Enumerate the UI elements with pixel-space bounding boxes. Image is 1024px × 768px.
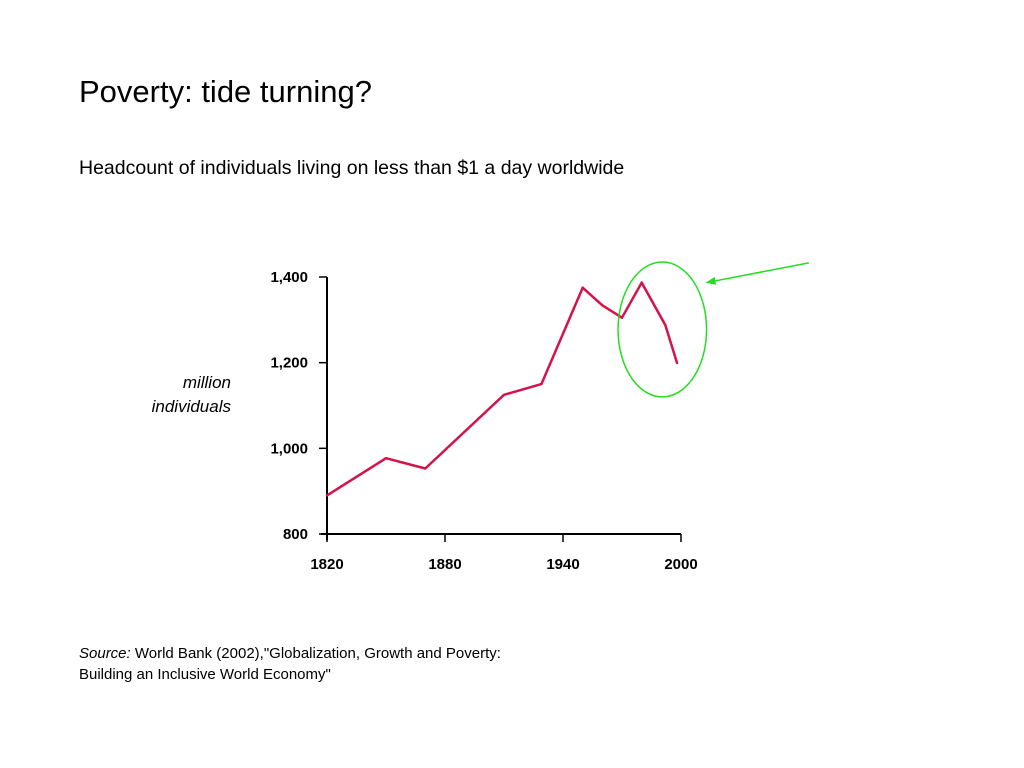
- data-point: [424, 467, 427, 470]
- slide-title: Poverty: tide turning?: [79, 74, 372, 109]
- data-point: [601, 304, 604, 307]
- source-text-line-1: World Bank (2002),"Globalization, Growth…: [130, 645, 501, 662]
- y-tick-label: 1,000: [270, 440, 308, 457]
- data-point: [502, 393, 506, 396]
- y-unit-line-2: individuals: [151, 397, 231, 416]
- x-tick-label: 1940: [546, 556, 579, 573]
- x-tick-label: 1820: [310, 556, 343, 573]
- data-point: [581, 286, 584, 289]
- y-unit-line-1: million: [182, 373, 231, 392]
- slide-subtitle: Headcount of individuals living on less …: [79, 157, 625, 179]
- data-point: [675, 361, 679, 365]
- data-point: [540, 382, 543, 386]
- series-line: [326, 281, 679, 497]
- source-text-line-2: Building an Inclusive World Economy": [79, 666, 331, 683]
- y-tick-label: 800: [283, 526, 308, 543]
- data-point: [384, 456, 388, 460]
- y-tick-label: 1,400: [270, 269, 308, 286]
- annotation-arrow: [705, 262, 809, 285]
- highlight-ellipse: [617, 261, 708, 398]
- x-tick-label: 2000: [664, 556, 697, 573]
- data-point: [664, 323, 667, 327]
- y-tick-label: 1,200: [270, 355, 308, 372]
- data-point: [640, 281, 643, 284]
- source-note: Source: World Bank (2002),"Globalization…: [79, 643, 501, 685]
- data-point: [325, 494, 329, 497]
- source-label: Source:: [79, 645, 131, 662]
- y-unit-label: million individuals: [110, 371, 231, 419]
- x-tick-label: 1880: [428, 556, 461, 573]
- data-point: [620, 316, 624, 319]
